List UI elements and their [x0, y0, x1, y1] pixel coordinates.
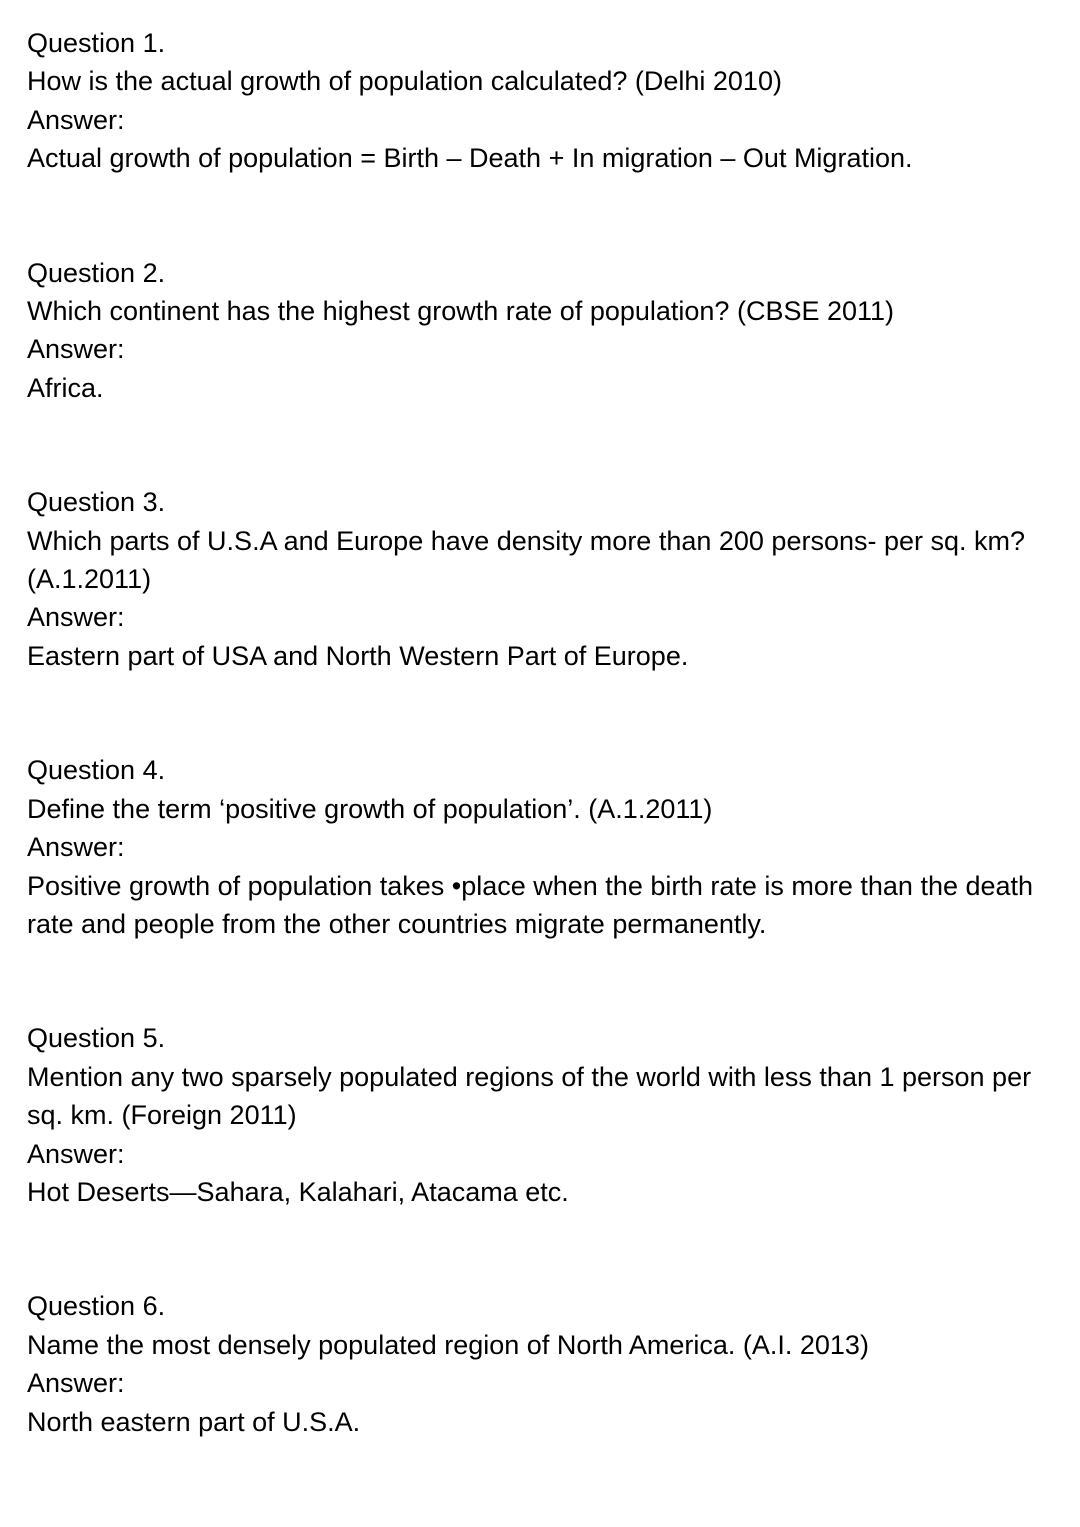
answer-label: Answer: — [27, 334, 125, 365]
qa-document: Question 1. How is the actual growth of … — [27, 24, 1057, 1517]
answer-label: Answer: — [27, 104, 125, 135]
question-block-3: Question 3. Which parts of U.S.A and Eur… — [27, 483, 1057, 675]
answer-text: Hot Deserts—Sahara, Kalahari, Atacama et… — [27, 1176, 569, 1207]
answer-label: Answer: — [27, 832, 125, 863]
question-heading: Question 4. — [27, 755, 166, 786]
question-text: How is the actual growth of population c… — [27, 66, 782, 97]
question-block-2: Question 2. Which continent has the high… — [27, 254, 1057, 408]
answer-text: Positive growth of population takes •pla… — [27, 870, 1034, 939]
question-text: Name the most densely populated region o… — [27, 1329, 869, 1360]
question-heading: Question 2. — [27, 257, 166, 288]
question-block-4: Question 4. Define the term ‘positive gr… — [27, 751, 1057, 943]
question-heading: Question 3. — [27, 487, 166, 518]
question-heading: Question 1. — [27, 28, 166, 58]
question-text: Mention any two sparsely populated regio… — [27, 1061, 1032, 1131]
answer-label: Answer: — [27, 602, 125, 633]
answer-text: Africa. — [27, 372, 104, 403]
question-block-6: Question 6. Name the most densely popula… — [27, 1287, 1057, 1441]
question-block-1: Question 1. How is the actual growth of … — [27, 24, 1057, 178]
answer-label: Answer: — [27, 1368, 125, 1399]
answer-text: North eastern part of U.S.A. — [27, 1406, 361, 1437]
question-text: Define the term ‘positive growth of popu… — [27, 793, 713, 824]
answer-text: Eastern part of USA and North Western Pa… — [27, 640, 689, 671]
question-text: Which parts of U.S.A and Europe have den… — [27, 525, 1026, 595]
question-text: Which continent has the highest growth r… — [27, 296, 895, 327]
answer-label: Answer: — [27, 1138, 125, 1169]
answer-text: Actual growth of population = Birth – De… — [27, 143, 913, 174]
question-block-5: Question 5. Mention any two sparsely pop… — [27, 1019, 1057, 1211]
question-heading: Question 5. — [27, 1023, 166, 1054]
question-heading: Question 6. — [27, 1291, 166, 1322]
